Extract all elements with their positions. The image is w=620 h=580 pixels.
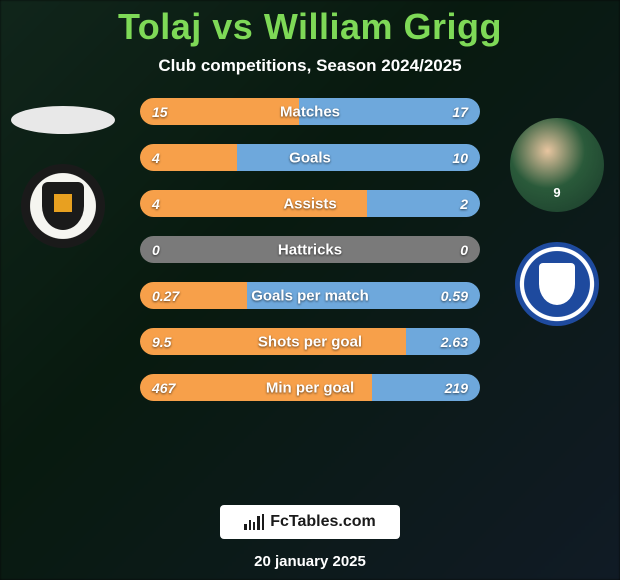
- stat-bar-label: Assists: [283, 195, 336, 212]
- stat-bar-row: Shots per goal 9.5 2.63: [140, 328, 480, 355]
- stat-bar-row: Assists 4 2: [140, 190, 480, 217]
- stat-bar-right-value: 0: [460, 242, 468, 258]
- stat-bar-row: Hattricks 0 0: [140, 236, 480, 263]
- stat-bar-right-value: 219: [445, 380, 468, 396]
- club-right-crest: [515, 242, 599, 326]
- footer: FcTables.com 20 january 2025: [0, 505, 620, 570]
- stat-bar-left-value: 0: [152, 242, 160, 258]
- stat-bar-left-value: 9.5: [152, 334, 171, 350]
- branding-text: FcTables.com: [270, 513, 376, 531]
- stat-bar-label: Goals: [289, 149, 331, 166]
- stat-bar-label: Shots per goal: [258, 333, 362, 350]
- stat-bar-left-value: 0.27: [152, 288, 179, 304]
- stat-bar-right-value: 2.63: [441, 334, 468, 350]
- stat-bar-left-value: 4: [152, 196, 160, 212]
- player-right-column: [502, 88, 612, 326]
- player-left-column: [8, 88, 118, 248]
- stat-bar-left-value: 467: [152, 380, 175, 396]
- stat-bar-left-value: 15: [152, 104, 168, 120]
- branding-box: FcTables.com: [220, 505, 400, 539]
- stat-bar-row: Goals per match 0.27 0.59: [140, 282, 480, 309]
- stat-bar-label: Hattricks: [278, 241, 342, 258]
- stat-bar-row: Matches 15 17: [140, 98, 480, 125]
- stat-bar-label: Goals per match: [251, 287, 369, 304]
- infographic-content: Tolaj vs William Grigg Club competitions…: [0, 0, 620, 580]
- stat-bar-left-value: 4: [152, 150, 160, 166]
- comparison-title: Tolaj vs William Grigg: [118, 6, 502, 48]
- player-left-avatar: [11, 106, 115, 134]
- stat-bar-row: Goals 4 10: [140, 144, 480, 171]
- stat-bar-right-value: 17: [452, 104, 468, 120]
- stat-bars-container: Matches 15 17 Goals 4 10 Assists 4 2 Hattricks 0 0 G…: [140, 98, 480, 401]
- stat-bar-right-segment: [237, 144, 480, 171]
- chart-icon: [244, 514, 264, 530]
- stat-bar-right-value: 0.59: [441, 288, 468, 304]
- stat-bar-right-value: 10: [452, 150, 468, 166]
- stat-bar-label: Min per goal: [266, 379, 354, 396]
- comparison-subtitle: Club competitions, Season 2024/2025: [158, 56, 461, 76]
- stat-bar-label: Matches: [280, 103, 340, 120]
- stat-bar-row: Min per goal 467 219: [140, 374, 480, 401]
- stat-bar-right-value: 2: [460, 196, 468, 212]
- infographic-date: 20 january 2025: [254, 553, 366, 570]
- player-right-avatar: [510, 118, 604, 212]
- club-left-crest: [21, 164, 105, 248]
